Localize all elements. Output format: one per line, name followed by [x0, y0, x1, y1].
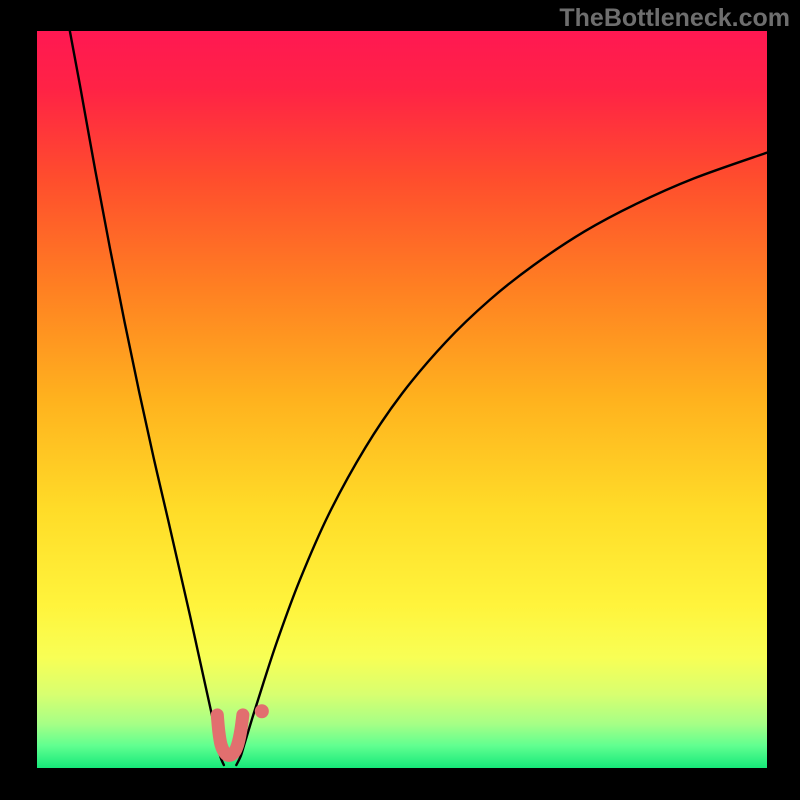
overlay-dot-right [255, 704, 269, 718]
chart-overlay [0, 0, 800, 800]
overlay-u-notch [217, 715, 243, 756]
watermark-text: TheBottleneck.com [559, 4, 790, 33]
chart-container: TheBottleneck.com [0, 0, 800, 800]
